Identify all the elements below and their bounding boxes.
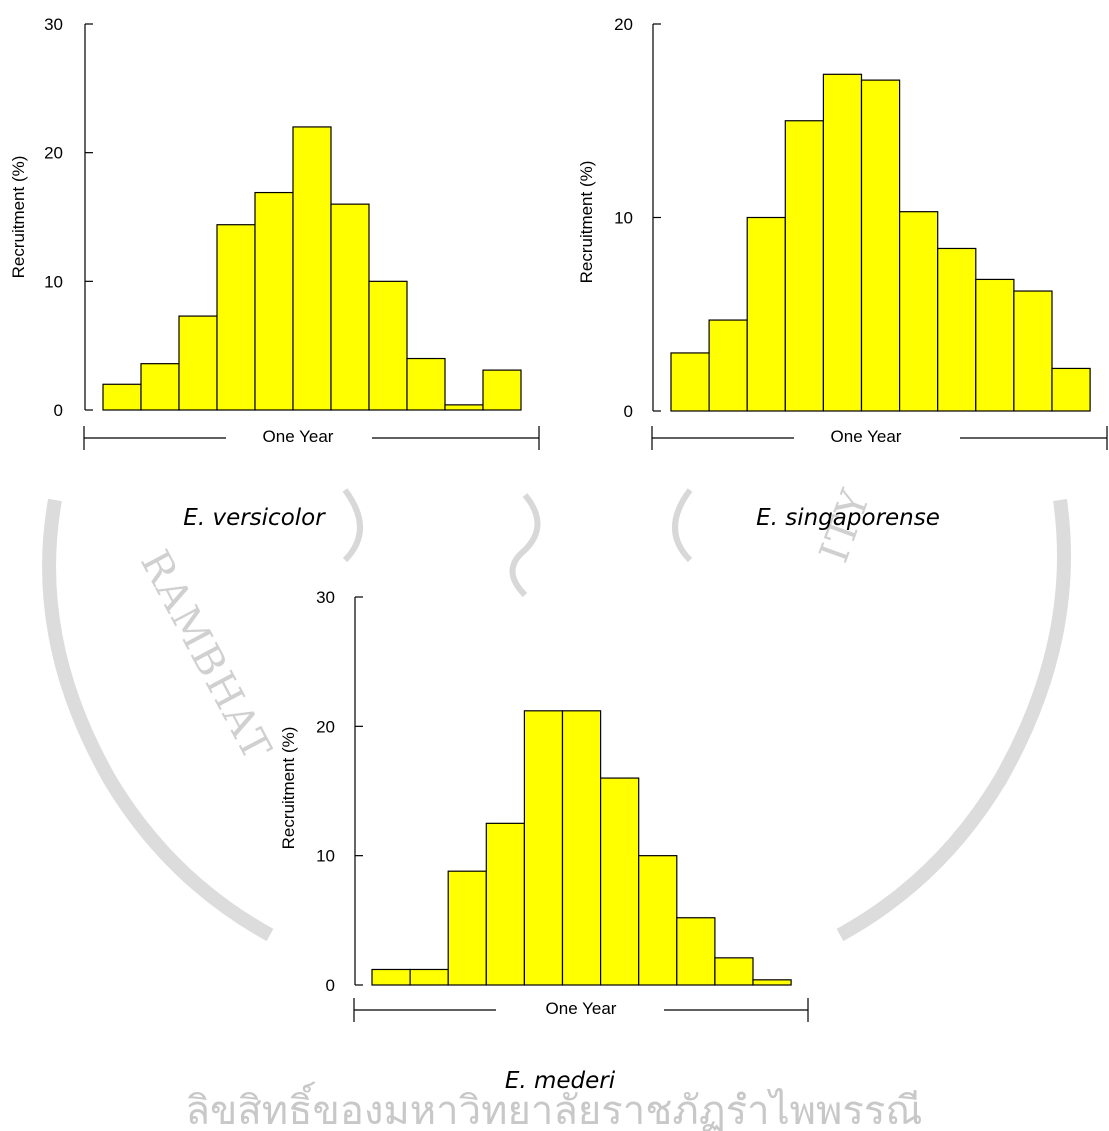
histogram-bar <box>216 224 256 411</box>
y-axis-title: Recruitment (%) <box>577 161 596 284</box>
histogram-bar <box>292 126 332 411</box>
species-label: E. versicolor <box>183 505 326 531</box>
histogram-bar <box>784 120 824 412</box>
footer-copyright-text: ลิขสิทธิ์ของมหาวิทยาลัยราชภัฏรำไพพรรณี <box>185 1081 922 1131</box>
histogram-bar <box>140 363 180 411</box>
histogram-bar <box>937 247 977 412</box>
histogram-bar <box>409 968 449 986</box>
y-tick-label: 0 <box>326 976 335 995</box>
histogram-bar <box>406 357 446 411</box>
y-tick-label: 20 <box>44 144 63 163</box>
watermark-ornament-1 <box>342 488 363 563</box>
histogram-bar <box>444 404 484 411</box>
histogram-bar <box>670 352 710 412</box>
histogram-bar <box>561 710 602 986</box>
y-tick-label: 30 <box>44 15 63 34</box>
histogram-bar <box>330 203 370 411</box>
watermark-arc-left <box>42 498 274 942</box>
y-tick-label: 20 <box>614 15 633 34</box>
histogram-bar <box>254 191 294 411</box>
histogram-bar <box>1051 367 1091 412</box>
histogram-bar <box>523 710 564 986</box>
chart-versicolor: Recruitment (%) One Year E. versicolor 0… <box>9 15 540 531</box>
period-label: One Year <box>263 427 334 446</box>
histogram-bar <box>102 383 142 411</box>
histogram-bar <box>898 211 939 412</box>
watermark-left-text: RAMBHAT <box>131 543 280 769</box>
histogram-bar <box>599 777 640 986</box>
histogram-bar <box>860 79 901 412</box>
histogram-bar <box>746 216 786 412</box>
histogram-bar <box>371 968 411 986</box>
histogram-bar <box>178 315 218 411</box>
histogram-bar <box>714 957 754 986</box>
chart-singaporense: Recruitment (%) One Year E. singaporense… <box>577 15 1108 531</box>
species-label: E. singaporense <box>756 505 940 531</box>
histogram-bar <box>638 855 678 986</box>
species-label: E. mederi <box>505 1068 616 1094</box>
histogram-bar <box>752 979 792 986</box>
period-label: One Year <box>831 427 902 446</box>
chart-mederi: Recruitment (%) One Year E. mederi 0 10 20… <box>279 588 809 1094</box>
y-tick-label: 10 <box>614 209 633 228</box>
y-tick-label: 10 <box>44 272 63 291</box>
histogram-bar <box>676 917 716 986</box>
histogram-bar <box>708 319 748 412</box>
y-tick-label: 0 <box>54 401 63 420</box>
y-tick-label: 10 <box>316 847 335 866</box>
y-tick-label: 30 <box>316 588 335 607</box>
y-axis-title: Recruitment (%) <box>9 156 28 279</box>
y-tick-label: 0 <box>624 402 633 421</box>
histogram-bar <box>447 870 487 986</box>
watermark-ornament-3 <box>672 488 693 563</box>
watermark-arc-right <box>836 499 1071 942</box>
histogram-bar <box>368 280 408 411</box>
histogram-bar <box>485 822 525 986</box>
period-label: One Year <box>546 999 617 1018</box>
y-axis-title: Recruitment (%) <box>279 727 298 850</box>
histogram-bar <box>482 369 522 411</box>
watermark-ornament-2 <box>509 493 541 598</box>
histogram-bar <box>975 278 1015 412</box>
histogram-bar <box>822 73 863 412</box>
y-tick-label: 20 <box>316 717 335 736</box>
histogram-bar <box>1013 290 1053 412</box>
